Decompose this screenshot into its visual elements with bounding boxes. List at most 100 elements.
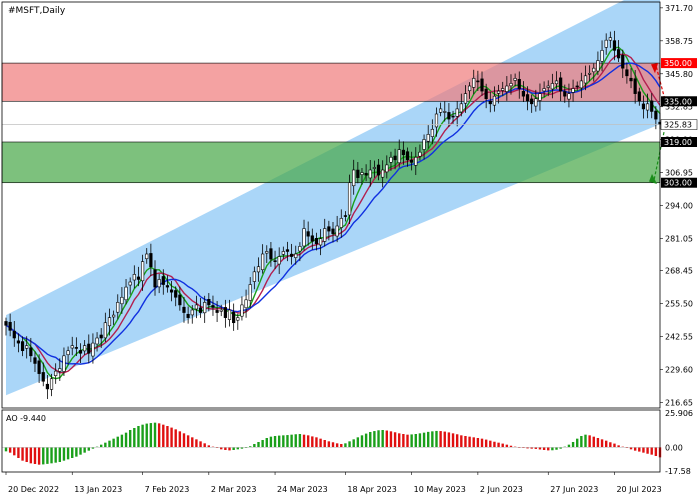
candle-body: [405, 151, 410, 161]
candle: [637, 87, 641, 106]
candle: [368, 159, 372, 187]
ao-bar: [273, 436, 277, 448]
ao-bar: [315, 437, 318, 448]
candle-body: [207, 299, 211, 306]
candle-body: [157, 279, 161, 288]
ao-bar: [650, 447, 653, 455]
candle: [207, 293, 211, 312]
candle: [381, 160, 385, 188]
ao-bar: [451, 433, 455, 448]
ao-bar: [162, 424, 165, 448]
candle: [517, 71, 521, 99]
candle-body: [112, 314, 116, 318]
x-tick-label: 2 Jun 2023: [480, 485, 523, 494]
ao-bar: [596, 438, 600, 448]
ao-bar: [538, 447, 542, 450]
candle-body: [103, 322, 107, 339]
candle-body: [223, 307, 227, 318]
candle-body: [617, 49, 621, 59]
candle-body: [447, 112, 451, 120]
candle: [389, 151, 393, 171]
candle: [132, 265, 136, 289]
candle-body: [418, 151, 422, 157]
candle-body: [600, 50, 604, 62]
ao-bar: [356, 437, 360, 448]
candle: [236, 313, 240, 330]
candle-body: [492, 95, 497, 106]
ao-y-tick-label: -17.58: [665, 467, 691, 476]
candle-body: [232, 311, 236, 324]
candle: [62, 347, 66, 376]
level-badge-label: 319.00: [664, 138, 692, 147]
ao-bar: [625, 447, 629, 448]
ao-bar: [633, 447, 637, 451]
candle: [74, 337, 78, 357]
candle-body: [517, 79, 521, 89]
ao-bar: [501, 443, 504, 448]
candle-body: [244, 299, 248, 309]
candle: [211, 295, 215, 316]
ao-bar: [232, 447, 235, 450]
ao-bar: [393, 432, 397, 448]
y-tick-label: 345.80: [665, 70, 693, 79]
candle-body: [318, 238, 323, 246]
candle: [290, 243, 294, 265]
ao-bar: [621, 446, 624, 448]
candle: [617, 40, 621, 62]
candle-body: [451, 115, 455, 118]
candle-body: [352, 169, 356, 187]
ao-bar: [141, 424, 144, 448]
candle: [240, 296, 244, 321]
ao-bar: [157, 423, 161, 448]
candle-body: [621, 54, 625, 69]
candle-body: [99, 334, 103, 339]
candle: [434, 107, 439, 137]
candle: [588, 65, 592, 82]
candle-body: [554, 80, 559, 85]
level-badge: [661, 96, 697, 107]
ao-bar: [128, 430, 132, 448]
candle: [95, 332, 99, 352]
candle-body: [78, 350, 83, 354]
candle-body: [335, 225, 339, 237]
ao-bar: [207, 445, 211, 448]
ao-bar: [29, 447, 33, 464]
candle-body: [294, 253, 298, 258]
y-tick-label: 255.50: [665, 300, 693, 309]
candle-body: [49, 378, 54, 390]
candle: [650, 93, 654, 119]
candle: [621, 49, 625, 78]
ao-bar: [406, 434, 409, 448]
ao-bar: [182, 433, 186, 448]
ao-bar: [269, 436, 273, 448]
ao-bar: [638, 447, 641, 452]
candle: [439, 102, 443, 117]
ao-bar: [37, 447, 41, 465]
candle-body: [393, 155, 397, 161]
candle-body: [534, 98, 538, 107]
candle-body: [443, 111, 447, 113]
candle: [277, 247, 281, 274]
candle: [410, 151, 414, 171]
candle: [492, 86, 497, 112]
ao-bar: [431, 431, 434, 448]
y-tick-label: 294.00: [665, 202, 693, 211]
candle-body: [25, 345, 29, 349]
x-tick-label: 20 Dec 2022: [8, 485, 59, 494]
ao-bar: [369, 432, 372, 448]
candle-body: [501, 88, 505, 91]
candle: [256, 257, 261, 282]
ao-bar: [646, 447, 649, 454]
x-tick-label: 24 Mar 2023: [277, 485, 328, 494]
candle: [352, 159, 356, 195]
candle: [430, 119, 434, 145]
ao-bar: [484, 439, 488, 448]
ao-bar: [294, 434, 297, 448]
candle: [596, 51, 600, 76]
candle-body: [513, 78, 517, 81]
ao-bar: [8, 447, 12, 453]
candle: [294, 245, 298, 265]
candle: [149, 243, 153, 277]
candle-body: [467, 85, 472, 92]
